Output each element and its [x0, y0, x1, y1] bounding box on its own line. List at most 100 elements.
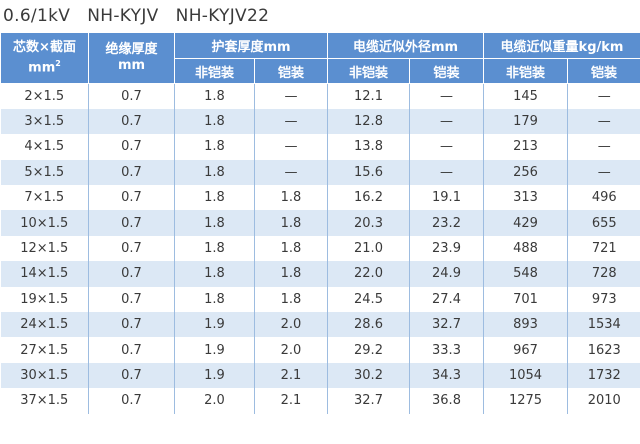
cell-insulation-thickness: 0.7 [88, 261, 175, 287]
cell-insulation-thickness: 0.7 [88, 286, 175, 313]
cell-cores-section: 4×1.5 [0, 134, 89, 160]
cell-cores-section: 19×1.5 [0, 286, 89, 313]
cell-diameter-armored: 36.8 [409, 388, 484, 414]
table-row: 30×1.5 0.7 1.9 2.1 30.2 34.3 1054 1732 [0, 362, 640, 389]
cell-diameter-unarmored: 28.6 [327, 312, 410, 338]
cell-diameter-unarmored: 22.0 [327, 261, 410, 287]
cell-cores-section: 14×1.5 [0, 261, 89, 287]
subheader-sheath-armored: 铠装 [254, 58, 328, 84]
cell-cores-section: 24×1.5 [0, 312, 89, 338]
header-cores-label: 芯数×截面 [13, 39, 76, 55]
cell-cores-section: 30×1.5 [0, 362, 89, 389]
table-row: 12×1.5 0.7 1.8 1.8 21.0 23.9 488 721 [0, 235, 640, 262]
cell-sheath-unarmored: 1.8 [174, 108, 255, 135]
cell-cores-section: 2×1.5 [0, 83, 89, 109]
cell-sheath-armored: — [254, 134, 328, 160]
header-cores-section: 芯数×截面 mm2 [0, 32, 89, 84]
table-row: 27×1.5 0.7 1.9 2.0 29.2 33.3 967 1623 [0, 337, 640, 363]
subheader-diameter-armored: 铠装 [409, 58, 484, 84]
cell-sheath-unarmored: 2.0 [174, 388, 255, 414]
cell-sheath-armored: 1.8 [254, 286, 328, 313]
table-row: 7×1.5 0.7 1.8 1.8 16.2 19.1 313 496 [0, 185, 640, 211]
header-insulation: 绝缘厚度 mm [88, 32, 175, 84]
cell-insulation-thickness: 0.7 [88, 362, 175, 389]
cell-weight-unarmored: 893 [483, 312, 568, 338]
cell-sheath-unarmored: 1.9 [174, 312, 255, 338]
cell-diameter-unarmored: 24.5 [327, 286, 410, 313]
cell-weight-armored: 728 [567, 261, 640, 287]
cell-sheath-unarmored: 1.8 [174, 286, 255, 313]
cell-sheath-unarmored: 1.8 [174, 235, 255, 262]
cell-sheath-armored: — [254, 159, 328, 186]
cell-weight-armored: 1623 [567, 337, 640, 363]
cell-weight-armored: — [567, 108, 640, 135]
cell-sheath-armored: 2.0 [254, 312, 328, 338]
cell-diameter-armored: 19.1 [409, 185, 484, 211]
cell-sheath-armored: 2.0 [254, 337, 328, 363]
cell-diameter-armored: 23.9 [409, 235, 484, 262]
table-row: 37×1.5 0.7 2.0 2.1 32.7 36.8 1275 2010 [0, 388, 640, 414]
cable-spec-table: 芯数×截面 mm2 绝缘厚度 mm 护套厚度mm 电缆近似外径mm 电缆近似重量… [0, 32, 640, 414]
cell-diameter-unarmored: 29.2 [327, 337, 410, 363]
cell-sheath-unarmored: 1.8 [174, 261, 255, 287]
cell-diameter-armored: 34.3 [409, 362, 484, 389]
table-row: 3×1.5 0.7 1.8—12.8—179— [0, 108, 640, 135]
cell-sheath-armored: 1.8 [254, 210, 328, 236]
table-title: 0.6/1kV NH-KYJV NH-KYJV22 [0, 0, 640, 32]
cell-sheath-armored: — [254, 108, 328, 135]
header-sheath-thickness: 护套厚度mm [174, 32, 328, 59]
cell-sheath-unarmored: 1.8 [174, 83, 255, 109]
header-cores-unit: mm [28, 60, 56, 76]
table-body: 2×1.5 0.7 1.8—12.1—145—3×1.5 0.7 1.8—12.8—17… [0, 83, 640, 414]
cell-insulation-thickness: 0.7 [88, 337, 175, 363]
cell-cores-section: 12×1.5 [0, 235, 89, 262]
cell-weight-armored: 496 [567, 185, 640, 211]
cell-sheath-armored: 2.1 [254, 388, 328, 414]
cell-cores-section: 5×1.5 [0, 159, 89, 186]
subheader-weight-unarmored: 非铠装 [483, 58, 568, 84]
cell-weight-unarmored: 145 [483, 83, 568, 109]
cell-sheath-armored: — [254, 83, 328, 109]
cell-weight-unarmored: 1275 [483, 388, 568, 414]
cell-sheath-unarmored: 1.8 [174, 185, 255, 211]
cell-insulation-thickness: 0.7 [88, 134, 175, 160]
cell-diameter-unarmored: 15.6 [327, 159, 410, 186]
cell-diameter-armored: — [409, 159, 484, 186]
cell-diameter-armored: — [409, 108, 484, 135]
cell-cores-section: 7×1.5 [0, 185, 89, 211]
cell-sheath-armored: 1.8 [254, 185, 328, 211]
table-row: 19×1.5 0.7 1.8 1.8 24.5 27.4 701 973 [0, 286, 640, 313]
cell-diameter-unarmored: 21.0 [327, 235, 410, 262]
cell-insulation-thickness: 0.7 [88, 159, 175, 186]
cell-insulation-thickness: 0.7 [88, 185, 175, 211]
cell-sheath-unarmored: 1.8 [174, 210, 255, 236]
cell-insulation-thickness: 0.7 [88, 108, 175, 135]
cell-diameter-armored: — [409, 134, 484, 160]
cell-diameter-unarmored: 12.1 [327, 83, 410, 109]
cell-weight-unarmored: 313 [483, 185, 568, 211]
cell-weight-unarmored: 488 [483, 235, 568, 262]
cell-insulation-thickness: 0.7 [88, 210, 175, 236]
header-cores-unit-sup: 2 [55, 58, 61, 68]
cell-weight-armored: 1732 [567, 362, 640, 389]
cell-cores-section: 37×1.5 [0, 388, 89, 414]
cell-cores-section: 10×1.5 [0, 210, 89, 236]
cell-weight-armored: — [567, 159, 640, 186]
cell-cores-section: 27×1.5 [0, 337, 89, 363]
cell-diameter-unarmored: 32.7 [327, 388, 410, 414]
cell-weight-unarmored: 256 [483, 159, 568, 186]
cell-insulation-thickness: 0.7 [88, 388, 175, 414]
cell-weight-unarmored: 548 [483, 261, 568, 287]
table-row: 4×1.5 0.7 1.8—13.8—213— [0, 134, 640, 160]
cell-diameter-armored: 27.4 [409, 286, 484, 313]
cell-weight-unarmored: 701 [483, 286, 568, 313]
cell-insulation-thickness: 0.7 [88, 235, 175, 262]
cell-weight-unarmored: 1054 [483, 362, 568, 389]
cell-weight-armored: 655 [567, 210, 640, 236]
cell-diameter-armored: 33.3 [409, 337, 484, 363]
table-row: 10×1.5 0.7 1.8 1.8 20.3 23.2 429 655 [0, 210, 640, 236]
cell-weight-unarmored: 429 [483, 210, 568, 236]
header-outer-diameter: 电缆近似外径mm [327, 32, 484, 59]
cell-cores-section: 3×1.5 [0, 108, 89, 135]
cell-diameter-unarmored: 16.2 [327, 185, 410, 211]
